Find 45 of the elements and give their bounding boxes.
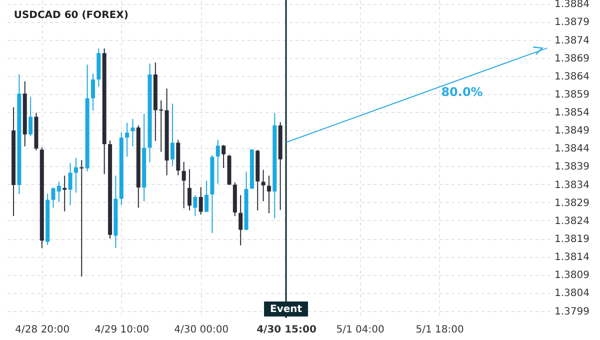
y-tick-label: 1.3839 bbox=[554, 162, 590, 173]
candlestick bbox=[182, 161, 186, 209]
y-tick-label: 1.3879 bbox=[554, 17, 590, 28]
candlestick bbox=[90, 73, 95, 112]
y-tick-label: 1.3824 bbox=[554, 216, 590, 227]
y-tick-label: 1.3849 bbox=[554, 126, 590, 137]
y-tick-label: 1.3869 bbox=[554, 53, 590, 64]
y-tick-label: 1.3854 bbox=[554, 108, 590, 119]
candlestick bbox=[222, 144, 226, 169]
y-tick-label: 1.3864 bbox=[554, 71, 590, 82]
candlestick bbox=[238, 194, 243, 246]
candlestick bbox=[266, 175, 271, 214]
y-tick-label: 1.3799 bbox=[554, 306, 590, 318]
candlestick bbox=[261, 169, 266, 202]
y-tick-label: 1.3884 bbox=[554, 0, 590, 10]
x-tick-label: 4/30 15:00 bbox=[256, 324, 316, 336]
x-tick-label: 4/30 00:00 bbox=[174, 324, 229, 336]
x-tick-label: 5/1 18:00 bbox=[416, 324, 464, 336]
candlestick bbox=[193, 194, 198, 217]
y-tick-label: 1.3819 bbox=[554, 234, 590, 245]
annotation: 80.0% bbox=[441, 84, 483, 99]
text: USDCAD 60 (FOREX) bbox=[14, 10, 128, 21]
x-tick-label: 5/1 04:00 bbox=[336, 324, 384, 336]
y-tick-label: 1.3859 bbox=[554, 89, 590, 100]
candlestick bbox=[198, 186, 203, 216]
y-tick-label: 1.3804 bbox=[554, 288, 590, 300]
candlestick bbox=[74, 157, 78, 194]
ref-line-label: Event bbox=[270, 304, 302, 315]
y-tick-label: 1.3809 bbox=[554, 270, 590, 282]
y-tick-label: 1.3814 bbox=[554, 252, 590, 264]
y-tick-label: 1.3829 bbox=[554, 198, 590, 209]
x-tick-label: 4/28 20:00 bbox=[15, 324, 70, 336]
candlestick bbox=[216, 139, 220, 184]
candlestick bbox=[125, 122, 130, 158]
candlestick bbox=[188, 168, 192, 211]
candlestick bbox=[80, 160, 84, 277]
y-tick-label: 1.3834 bbox=[554, 180, 590, 191]
y-tick-label: 1.3874 bbox=[554, 35, 590, 46]
candlestick bbox=[204, 180, 209, 213]
candlestick bbox=[28, 96, 33, 137]
candlestick bbox=[68, 162, 72, 206]
x-tick-label: 4/29 10:00 bbox=[94, 324, 150, 336]
candlestick bbox=[170, 103, 174, 166]
y-tick-label: 1.3844 bbox=[554, 144, 590, 155]
candlestick bbox=[130, 118, 135, 147]
